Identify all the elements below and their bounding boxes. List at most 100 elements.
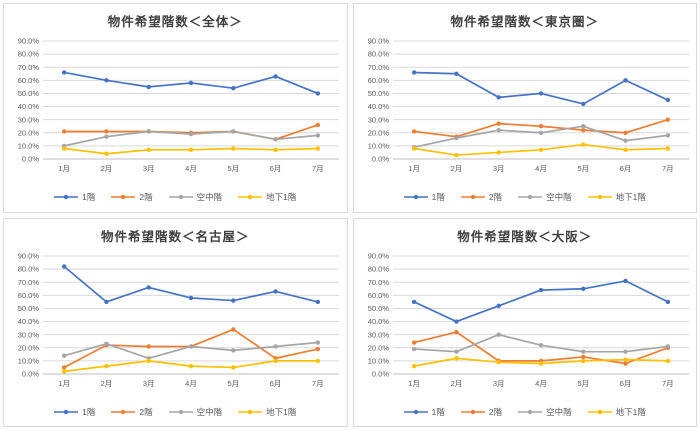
- svg-text:90.0%: 90.0%: [18, 251, 40, 260]
- svg-text:1月: 1月: [59, 164, 71, 173]
- svg-text:2月: 2月: [450, 164, 462, 173]
- svg-text:5月: 5月: [228, 379, 240, 388]
- legend-label: 1階: [431, 406, 445, 417]
- svg-text:20.0%: 20.0%: [18, 343, 40, 352]
- legend-item: 地下1階: [238, 191, 296, 203]
- svg-text:0.0%: 0.0%: [372, 155, 389, 164]
- line-chart-overall: 0.0% 10.0% 20.0% 30.0% 40.0% 50.0% 60.0% 70.0% 8…: [18, 37, 340, 173]
- svg-text:60.0%: 60.0%: [18, 290, 40, 299]
- chart-title-osaka: 物件希望階数＜大阪＞: [457, 229, 593, 244]
- legend-label: 2階: [488, 192, 503, 202]
- svg-text:6月: 6月: [270, 164, 282, 173]
- legend-item: 地下1階: [587, 191, 646, 203]
- svg-text:70.0%: 70.0%: [367, 63, 389, 72]
- svg-text:0.0%: 0.0%: [372, 369, 389, 378]
- legend-line-marker-icon: [403, 194, 428, 200]
- chart-title-nagoya: 物件希望階数＜名古屋＞: [100, 229, 250, 244]
- legend-item: 2階: [111, 406, 153, 418]
- legend-item: 空中階: [168, 191, 222, 203]
- svg-text:50.0%: 50.0%: [367, 304, 389, 313]
- svg-text:50.0%: 50.0%: [367, 89, 389, 98]
- svg-text:70.0%: 70.0%: [367, 277, 389, 286]
- legend-label: 空中階: [546, 406, 572, 417]
- legend-line-marker-icon: [518, 409, 543, 414]
- svg-text:7月: 7月: [662, 164, 674, 173]
- svg-text:7月: 7月: [312, 379, 324, 388]
- legend-line-marker-icon: [587, 409, 612, 414]
- legend-line-marker-icon: [168, 409, 193, 414]
- legend-line-marker-icon: [111, 409, 136, 414]
- svg-text:20.0%: 20.0%: [367, 343, 389, 352]
- legend-label: 2階: [139, 406, 153, 417]
- chart-panel-overall: 物件希望階数＜全体＞ 0.0% 10.0% 20.0% 30.0% 40.0% 50.0%…: [3, 3, 348, 213]
- svg-text:40.0%: 40.0%: [18, 317, 40, 326]
- svg-text:20.0%: 20.0%: [367, 128, 389, 137]
- chart-legend-nagoya: 1階 2階 空中階 地下1階: [54, 403, 296, 421]
- svg-text:10.0%: 10.0%: [367, 141, 389, 150]
- legend-line-marker-icon: [238, 194, 263, 200]
- legend-label: 地下1階: [615, 406, 646, 417]
- svg-text:80.0%: 80.0%: [367, 264, 389, 273]
- chart-title-tokyo: 物件希望階数＜東京圏＞: [450, 15, 599, 29]
- legend-label: 1階: [431, 192, 445, 202]
- svg-text:40.0%: 40.0%: [367, 317, 389, 326]
- legend-item: 地下1階: [238, 406, 296, 418]
- svg-text:3月: 3月: [493, 379, 505, 388]
- legend-line-marker-icon: [238, 409, 263, 414]
- svg-text:6月: 6月: [619, 379, 631, 388]
- legend-label: 2階: [139, 192, 153, 202]
- svg-text:2月: 2月: [101, 164, 113, 173]
- svg-text:40.0%: 40.0%: [18, 102, 40, 111]
- svg-text:70.0%: 70.0%: [18, 63, 40, 72]
- svg-text:80.0%: 80.0%: [18, 50, 40, 59]
- svg-text:4月: 4月: [185, 164, 197, 173]
- svg-text:7月: 7月: [312, 164, 324, 173]
- svg-text:50.0%: 50.0%: [18, 89, 40, 98]
- svg-text:20.0%: 20.0%: [18, 128, 40, 137]
- svg-text:1月: 1月: [408, 379, 420, 388]
- line-chart-osaka: 0.0% 10.0% 20.0% 30.0% 40.0% 50.0% 60.0% 70.0% 8…: [367, 251, 689, 388]
- legend-label: 地下1階: [615, 192, 646, 202]
- chart-panel-nagoya: 物件希望階数＜名古屋＞ 0.0% 10.0% 20.0% 30.0% 40.0% 50.0…: [3, 217, 348, 427]
- chart-legend-tokyo: 1階 2階 空中階 地下1階: [403, 188, 646, 206]
- svg-text:0.0%: 0.0%: [22, 369, 39, 378]
- legend-line-marker-icon: [54, 194, 79, 200]
- svg-text:10.0%: 10.0%: [18, 141, 40, 150]
- svg-text:6月: 6月: [619, 164, 631, 173]
- legend-item: 1階: [403, 406, 445, 418]
- chart-panel-tokyo: 物件希望階数＜東京圏＞ 0.0% 10.0% 20.0% 30.0% 40.0% 50.0…: [352, 3, 697, 213]
- svg-text:5月: 5月: [577, 164, 589, 173]
- svg-text:90.0%: 90.0%: [18, 37, 40, 46]
- legend-item: 空中階: [518, 406, 572, 418]
- svg-text:2月: 2月: [450, 379, 462, 388]
- svg-text:5月: 5月: [228, 164, 240, 173]
- legend-item: 1階: [54, 406, 95, 418]
- svg-text:6月: 6月: [270, 379, 282, 388]
- legend-line-marker-icon: [460, 194, 485, 200]
- svg-text:5月: 5月: [577, 379, 589, 388]
- svg-text:4月: 4月: [535, 379, 547, 388]
- legend-line-marker-icon: [111, 194, 136, 200]
- legend-line-marker-icon: [54, 409, 79, 414]
- legend-label: 1階: [82, 192, 96, 202]
- legend-item: 空中階: [168, 406, 223, 418]
- chart-legend-overall: 1階 2階 空中階 地下1階: [54, 188, 296, 206]
- legend-item: 2階: [460, 406, 502, 418]
- svg-text:4月: 4月: [535, 164, 547, 173]
- svg-text:1月: 1月: [59, 379, 71, 388]
- svg-text:10.0%: 10.0%: [18, 356, 40, 365]
- legend-line-marker-icon: [518, 194, 543, 200]
- legend-label: 空中階: [196, 406, 223, 417]
- chart-legend-osaka: 1階 2階 空中階 地下1階: [403, 403, 646, 421]
- svg-text:90.0%: 90.0%: [367, 37, 389, 46]
- legend-item: 1階: [54, 191, 95, 203]
- svg-text:90.0%: 90.0%: [367, 251, 389, 260]
- chart-title-overall: 物件希望階数＜全体＞: [107, 15, 243, 29]
- legend-label: 空中階: [546, 192, 572, 202]
- legend-label: 地下1階: [266, 406, 297, 417]
- svg-text:1月: 1月: [408, 164, 420, 173]
- svg-text:60.0%: 60.0%: [18, 76, 40, 85]
- svg-text:3月: 3月: [143, 379, 155, 388]
- svg-text:60.0%: 60.0%: [367, 290, 389, 299]
